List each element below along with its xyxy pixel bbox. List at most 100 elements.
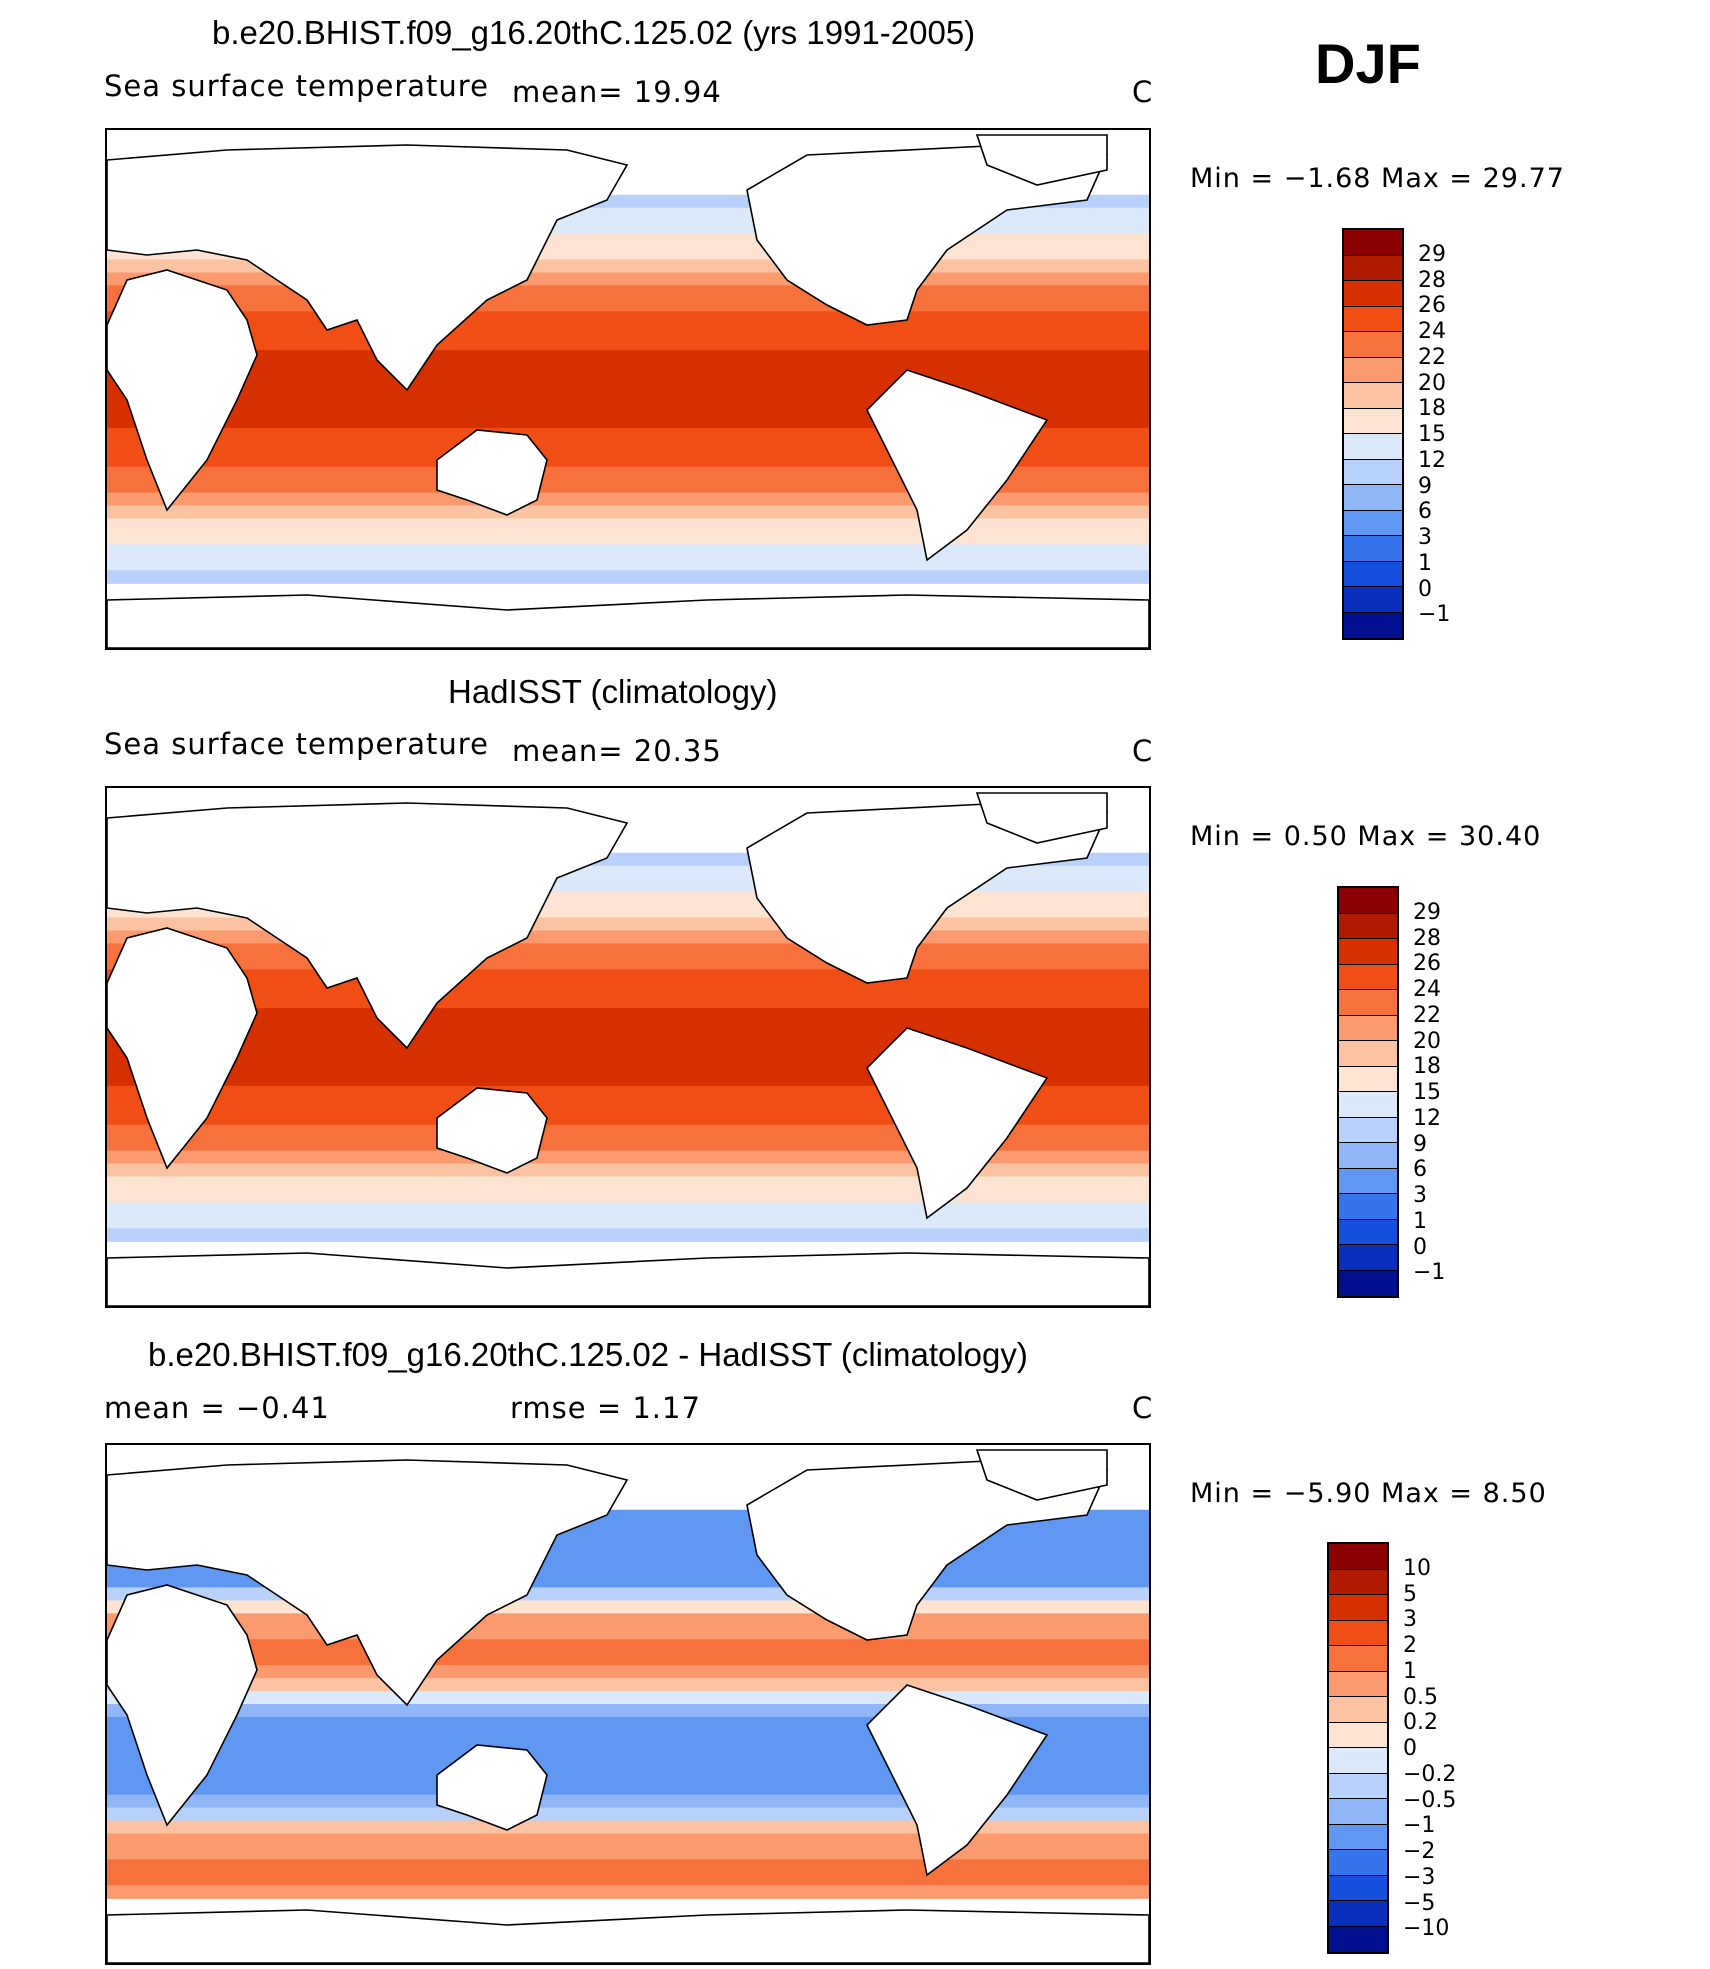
colorbar-swatch (1329, 1569, 1387, 1595)
colorbar-swatch (1344, 510, 1402, 536)
colorbar-tick-label: −0.5 (1403, 1787, 1457, 1813)
colorbar-tick-label: −10 (1403, 1916, 1450, 1942)
ocean-band (107, 285, 1149, 299)
panel1-title: b.e20.BHIST.f09_g16.20thC.125.02 (yrs 19… (212, 14, 976, 51)
colorbar-tick-label: −3 (1403, 1864, 1436, 1890)
ocean-band (107, 1163, 1149, 1178)
colorbar-swatch (1344, 459, 1402, 485)
ocean-band (107, 1228, 1149, 1242)
colorbar-tick-label: 9 (1413, 1131, 1427, 1157)
ocean-band (107, 1872, 1149, 1886)
colorbar-tick-label: 1 (1413, 1208, 1427, 1234)
colorbar-swatch (1344, 306, 1402, 332)
panel2-title: HadISST (climatology) (448, 673, 778, 710)
panel3-map-svg (106, 1449, 1150, 1964)
colorbar-tick-label: 24 (1413, 977, 1441, 1002)
colorbar-swatch (1339, 913, 1397, 939)
ocean-band (107, 1215, 1149, 1229)
colorbar-swatch (1329, 1824, 1387, 1850)
colorbar-swatch (1344, 230, 1402, 256)
colorbar-swatch (1344, 281, 1402, 307)
panel3-title: b.e20.BHIST.f09_g16.20thC.125.02 - HadIS… (148, 1336, 1028, 1373)
land-outline (436, 1087, 548, 1174)
panel1-map-svg (106, 134, 1150, 649)
colorbar-tick-label: 29 (1418, 241, 1446, 267)
panel2-map-svg (106, 792, 1150, 1307)
colorbar-tick-label: 26 (1418, 293, 1446, 319)
land-outline (106, 594, 1150, 649)
colorbar-swatch (1339, 1245, 1397, 1271)
ocean-band (107, 272, 1149, 286)
ocean-band (107, 1639, 1149, 1653)
colorbar-swatch (1344, 561, 1402, 587)
colorbar-swatch (1329, 1544, 1387, 1570)
ocean-band (107, 1768, 1149, 1783)
ocean-band (107, 995, 1149, 1009)
ocean-band (107, 1859, 1149, 1873)
colorbar-tick-label: 22 (1413, 1002, 1441, 1028)
ocean-band (107, 363, 1149, 377)
colorbar-swatch (1344, 408, 1402, 434)
colorbar-swatch (1339, 1092, 1397, 1118)
panel2-map (105, 786, 1151, 1308)
ocean-band (107, 1820, 1149, 1835)
ocean-band (107, 1807, 1149, 1822)
panel3-mean: mean = −0.41 (104, 1391, 330, 1425)
ocean-band (107, 1150, 1149, 1165)
colorbar-tick-label: 6 (1413, 1157, 1427, 1183)
colorbar-tick-label: 12 (1413, 1105, 1441, 1131)
ocean-band (107, 544, 1149, 558)
land-outline (866, 1684, 1049, 1877)
ocean-band (107, 1613, 1149, 1627)
land-outline (436, 429, 548, 516)
colorbar-tick-label: −1 (1413, 1260, 1446, 1286)
colorbar-tick-label: 2 (1403, 1633, 1417, 1658)
colorbar-swatch (1339, 1168, 1397, 1194)
panel3-minmax: Min = −5.90 Max = 8.50 (1190, 1478, 1547, 1509)
colorbar-tick-label: 3 (1403, 1607, 1417, 1633)
ocean-band (107, 376, 1149, 390)
land-outline (106, 802, 629, 1050)
colorbar-tick-label: 10 (1403, 1555, 1431, 1581)
colorbar-tick-label: 3 (1418, 525, 1432, 550)
colorbar-swatch (1329, 1595, 1387, 1621)
panel3-colorbar (1327, 1542, 1389, 1954)
colorbar-tick-label: 0 (1418, 576, 1432, 602)
colorbar-swatch (1339, 990, 1397, 1016)
colorbar-swatch (1329, 1620, 1387, 1646)
colorbar-tick-label: 24 (1418, 319, 1446, 344)
ocean-band (107, 1781, 1149, 1796)
ocean-band (107, 1846, 1149, 1860)
colorbar-swatch (1329, 1697, 1387, 1723)
ocean-band (107, 1587, 1149, 1601)
colorbar-swatch (1339, 1143, 1397, 1169)
panel2-minmax: Min = 0.50 Max = 30.40 (1190, 821, 1542, 852)
colorbar-swatch (1329, 1671, 1387, 1697)
ocean-band (107, 1124, 1149, 1139)
colorbar-tick-label: 1 (1418, 550, 1432, 576)
ocean-band (107, 1885, 1149, 1899)
colorbar-swatch (1344, 587, 1402, 613)
colorbar-swatch (1344, 357, 1402, 383)
colorbar-tick-label: 20 (1413, 1028, 1441, 1054)
colorbar-swatch (1329, 1850, 1387, 1876)
colorbar-swatch (1339, 1041, 1397, 1067)
ocean-band (107, 1652, 1149, 1666)
ocean-band (107, 1678, 1149, 1692)
panel1-map (105, 128, 1151, 650)
land-outline (106, 144, 629, 392)
ocean-band (107, 1111, 1149, 1126)
ocean-band (107, 1008, 1149, 1022)
ocean-band (107, 1794, 1149, 1809)
ocean-band (107, 531, 1149, 545)
ocean-band (107, 1202, 1149, 1216)
panel1-units: C (1132, 75, 1154, 109)
ocean-band (107, 1833, 1149, 1848)
colorbar-swatch (1329, 1646, 1387, 1672)
ocean-band (107, 570, 1149, 584)
ocean-band (107, 324, 1149, 338)
colorbar-tick-label: 1 (1403, 1658, 1417, 1684)
ocean-band (107, 930, 1149, 944)
land-outline (106, 927, 258, 1170)
land-outline (866, 1027, 1049, 1220)
